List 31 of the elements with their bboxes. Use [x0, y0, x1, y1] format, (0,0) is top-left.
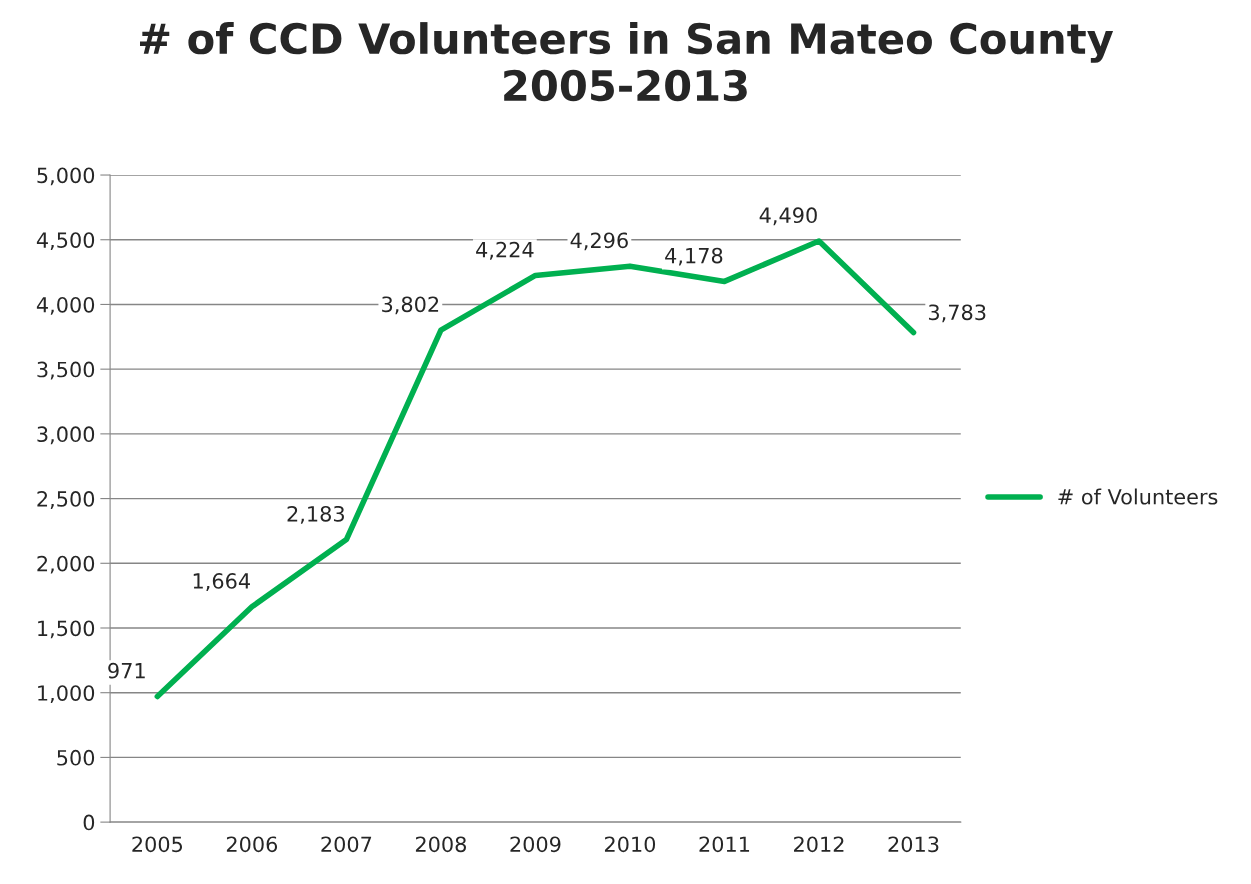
x-tick-label: 2013: [888, 836, 939, 853]
y-tick-label: 4,500: [36, 232, 95, 251]
data-label: 4,224: [476, 241, 534, 260]
data-label: 4,296: [570, 232, 628, 251]
data-label: 971: [108, 662, 145, 679]
data-label: 4,490: [759, 207, 817, 226]
y-tick-label: 3,000: [37, 426, 95, 445]
data-label: 2,183: [287, 505, 344, 524]
y-tick-label: 2,000: [37, 555, 95, 574]
y-tick-label: 2,500: [37, 491, 95, 509]
x-tick-label: 2009: [510, 836, 561, 853]
x-tick-label: 2011: [699, 836, 750, 853]
y-tick-label: 4,000: [36, 296, 95, 315]
y-tick-label: 500: [57, 749, 95, 766]
data-label: 3,783: [928, 304, 986, 323]
x-tick-label: 2005: [132, 836, 183, 853]
legend-label: # of Volunteers: [1058, 488, 1218, 505]
data-label: 1,664: [193, 573, 250, 591]
x-tick-label: 2007: [321, 836, 372, 853]
x-tick-label: 2008: [415, 836, 466, 853]
x-tick-label: 2006: [226, 836, 278, 853]
y-tick-label: 3,500: [37, 361, 95, 380]
y-tick-label: 0: [83, 814, 95, 831]
data-label: 3,802: [382, 296, 439, 315]
y-tick-label: 1,000: [38, 685, 95, 704]
chart-title: # of CCD Volunteers in San Mateo County 2005-2013: [140, 22, 1114, 102]
data-label: 4,178: [665, 247, 723, 266]
y-tick-label: 5,000: [37, 167, 95, 186]
y-tick-label: 1,500: [38, 620, 95, 639]
x-tick-label: 2012: [794, 836, 844, 853]
x-tick-label: 2010: [604, 836, 656, 853]
